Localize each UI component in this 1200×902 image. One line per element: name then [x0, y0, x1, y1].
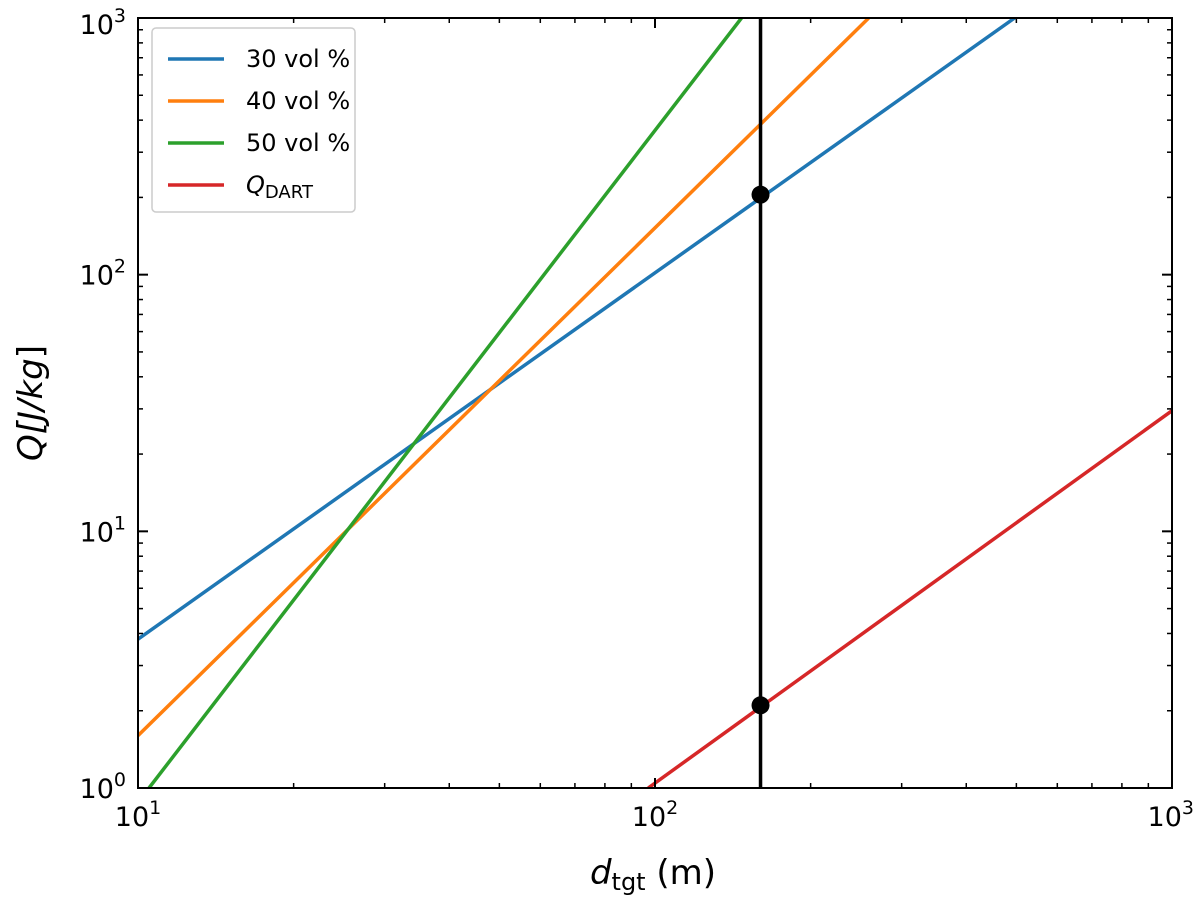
legend-label-30: 30 vol % [246, 45, 350, 73]
series-line-1 [138, 18, 870, 737]
y-tick-label-3: 103 [80, 5, 126, 41]
series-layer [138, 18, 1172, 788]
x-axis-label-var: d [590, 853, 612, 893]
y-tick-label-0: 100 [80, 769, 126, 805]
marker-point-1 [751, 696, 770, 715]
y-tick-label-1: 101 [80, 512, 126, 548]
marker-point-0 [751, 185, 770, 204]
y-axis-label-q: Q[ [11, 419, 51, 461]
x-tick-label-1: 102 [632, 797, 678, 833]
legend-label-50: 50 vol % [246, 129, 350, 157]
legend-entry-qdart: QDART [168, 171, 314, 203]
marker-layer [751, 185, 770, 715]
legend-label-qdart: QDART [246, 171, 314, 203]
legend-label-qdart-main: Q [246, 171, 265, 199]
x-axis-label-sub: tgt [612, 868, 646, 896]
x-axis-label-unit: (m) [646, 853, 716, 893]
y-tick-label-2: 102 [80, 256, 126, 292]
x-axis-label: dtgt (m) [590, 853, 716, 896]
legend-entry-30: 30 vol % [168, 45, 350, 73]
series-line-0 [138, 18, 1016, 641]
legend-label-40: 40 vol % [246, 87, 350, 115]
y-axis-label: Q[J/kg] [11, 345, 51, 461]
legend-entry-50: 50 vol % [168, 129, 350, 157]
legend-entry-40: 40 vol % [168, 87, 350, 115]
plot-frame [137, 17, 1173, 789]
series-line-3 [647, 409, 1172, 788]
x-tick-label-0: 101 [115, 797, 161, 833]
legend-box [151, 27, 356, 213]
y-axis-label-unit: J/kg [11, 358, 51, 427]
x-tick-label-2: 103 [1148, 797, 1194, 833]
y-axis-label-bracket: ] [11, 345, 51, 358]
legend-label-qdart-sub: DART [265, 182, 314, 203]
series-line-2 [147, 18, 743, 788]
legend: 30 vol % 40 vol % 50 vol % QDART [151, 27, 356, 213]
